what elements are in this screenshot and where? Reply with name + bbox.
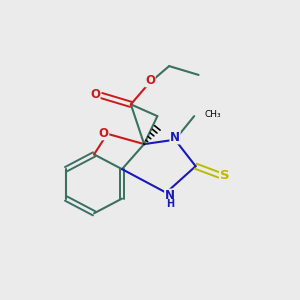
Text: O: O [145, 74, 155, 87]
Text: N: N [165, 189, 175, 202]
Text: CH₃: CH₃ [205, 110, 221, 119]
Text: H: H [166, 199, 174, 209]
Text: N: N [170, 131, 180, 144]
Text: O: O [99, 127, 109, 140]
Text: S: S [220, 169, 229, 182]
Text: O: O [90, 88, 100, 100]
